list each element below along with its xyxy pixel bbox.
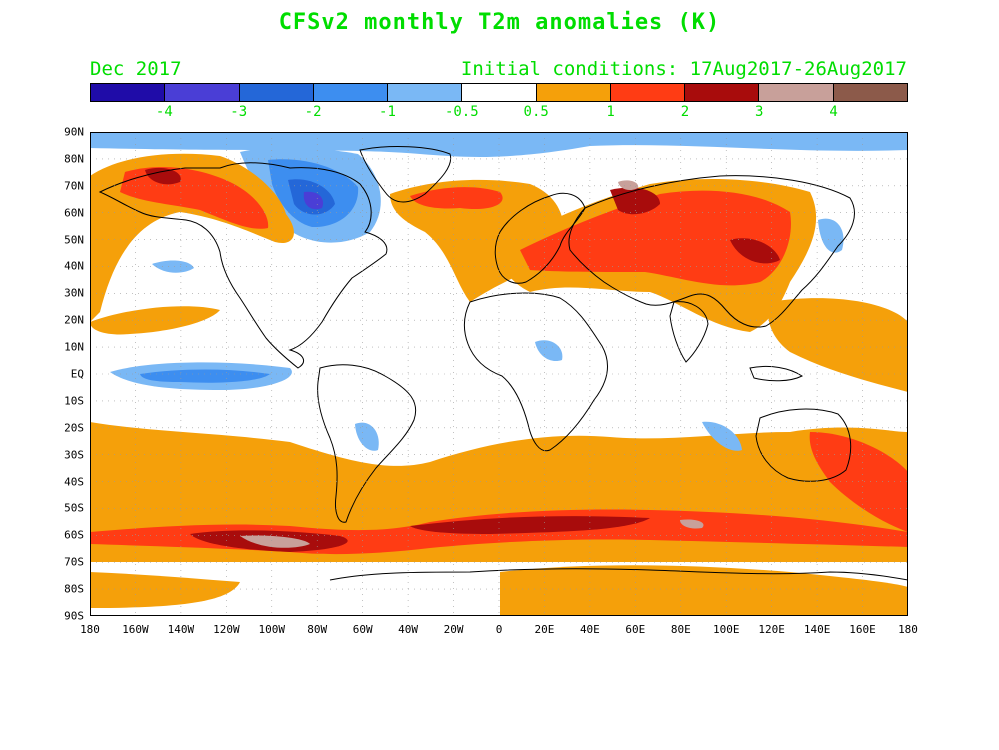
subtropical-pacific-warm	[90, 306, 220, 335]
longitude-label: 180	[80, 623, 100, 636]
latitude-label: 50S	[64, 501, 84, 515]
latitude-label: 40N	[64, 259, 84, 273]
longitude-label: 100W	[258, 623, 286, 636]
latitude-label: 10N	[64, 340, 84, 354]
canada-cold-deep	[303, 191, 324, 210]
colorbar-tick-label: 3	[755, 104, 764, 120]
latitude-label: 70S	[64, 555, 84, 569]
southern-ocean-deep-east	[410, 516, 650, 534]
colorbar-segment	[239, 84, 314, 101]
colorbar-segment	[536, 84, 611, 101]
antarctic-west-warm	[90, 572, 240, 608]
longitude-label: 80W	[307, 623, 328, 636]
colorbar-segment	[388, 84, 463, 101]
colorbar-tick-label: -3	[230, 104, 248, 120]
longitude-label: 100E	[712, 623, 740, 636]
equatorial-pacific-cold-core	[140, 369, 270, 383]
latitude-label: 60S	[64, 528, 84, 542]
latitude-label: 90S	[64, 609, 84, 623]
longitude-label: 180	[898, 623, 918, 636]
colorbar	[90, 83, 908, 102]
latitude-label: EQ	[70, 367, 84, 381]
antarctic-warm	[500, 565, 908, 616]
latitude-label: 30N	[64, 286, 84, 300]
siberia-warm-peak	[618, 180, 639, 190]
antarctica-coastline	[329, 568, 908, 581]
alaska-warm-core	[120, 167, 269, 229]
australia-coastline	[755, 408, 852, 482]
colorbar-tick-label: 1	[606, 104, 615, 120]
india-coastline	[669, 301, 709, 363]
africa-coastline	[463, 292, 609, 452]
longitude-label: 40W	[398, 623, 419, 636]
ne-pacific-cold	[152, 260, 194, 273]
colorbar-tick-label: -2	[304, 104, 322, 120]
greenland-coastline	[359, 146, 452, 203]
longitude-label: 120W	[213, 623, 240, 636]
latitude-label: 40S	[64, 475, 84, 489]
latitude-label: 20N	[64, 313, 84, 327]
map-title: CFSv2 monthly T2m anomalies (K)	[278, 10, 721, 35]
colorbar-tick-label: -4	[155, 104, 173, 120]
longitude-label: 80E	[670, 623, 691, 636]
africa-cold	[535, 340, 563, 362]
eurasia-warm-core	[520, 190, 791, 286]
longitude-label: 140E	[803, 623, 831, 636]
north-atlantic-warm-core	[410, 187, 503, 210]
north-america-coastline	[98, 162, 388, 369]
colorbar-segment	[91, 84, 166, 101]
south-america-coastline	[317, 364, 417, 523]
initial-conditions-label: Initial conditions: 17Aug2017-26Aug2017	[460, 58, 907, 80]
longitude-label: 20E	[534, 623, 555, 636]
alaska-warm-deep	[145, 167, 181, 185]
southern-ocean-peak-east	[680, 519, 704, 529]
colorbar-segment	[833, 84, 907, 101]
indonesia-coastline	[749, 365, 803, 382]
latitude-label: 90N	[64, 125, 84, 139]
colorbar-tick-label: 0.5	[523, 104, 549, 120]
europe-coastline	[494, 192, 586, 284]
longitude-label: 20W	[443, 623, 464, 636]
colorbar-tick-label: 4	[829, 104, 838, 120]
tasman-warm	[809, 432, 908, 532]
west-pacific-warm	[768, 298, 908, 392]
latitude-label: 80N	[64, 152, 84, 166]
latitude-label: 80S	[64, 582, 84, 596]
latitude-label: 50N	[64, 233, 84, 247]
latitude-label: 70N	[64, 179, 84, 193]
colorbar-segment	[313, 84, 389, 101]
east-asia-cold	[818, 218, 844, 253]
gridlines	[90, 132, 908, 616]
longitude-label: 160E	[849, 623, 876, 636]
latitude-label: 30S	[64, 448, 84, 462]
longitude-label: 140W	[167, 623, 195, 636]
colorbar-segment	[759, 84, 834, 101]
valid-month-label: Dec 2017	[90, 58, 182, 80]
latitude-label: 10S	[64, 394, 84, 408]
map-frame	[90, 132, 908, 616]
coastlines	[98, 146, 908, 581]
latitude-label: 60N	[64, 206, 84, 220]
central-asia-deep	[730, 238, 780, 264]
longitude-label: 0	[495, 623, 503, 636]
longitude-label: 60W	[352, 623, 373, 636]
colorbar-tick-label: -1	[379, 104, 396, 120]
colorbar-segment	[462, 84, 537, 101]
south-indian-cold	[702, 421, 742, 451]
colorbar-segment	[685, 84, 760, 101]
south-america-cold	[355, 422, 379, 451]
anomaly-map	[90, 132, 908, 616]
colorbar-segment	[610, 84, 686, 101]
colorbar-segment	[165, 84, 240, 101]
longitude-label: 60E	[625, 623, 646, 636]
southern-ocean-peak-west	[240, 535, 310, 548]
longitude-label: 160W	[122, 623, 149, 636]
colorbar-tick-label: -0.5	[444, 104, 479, 120]
longitude-label: 120E	[758, 623, 785, 636]
latitude-label: 20S	[64, 421, 84, 435]
colorbar-tick-label: 2	[680, 104, 690, 120]
asia-coastline	[568, 175, 855, 328]
longitude-label: 40E	[579, 623, 600, 636]
